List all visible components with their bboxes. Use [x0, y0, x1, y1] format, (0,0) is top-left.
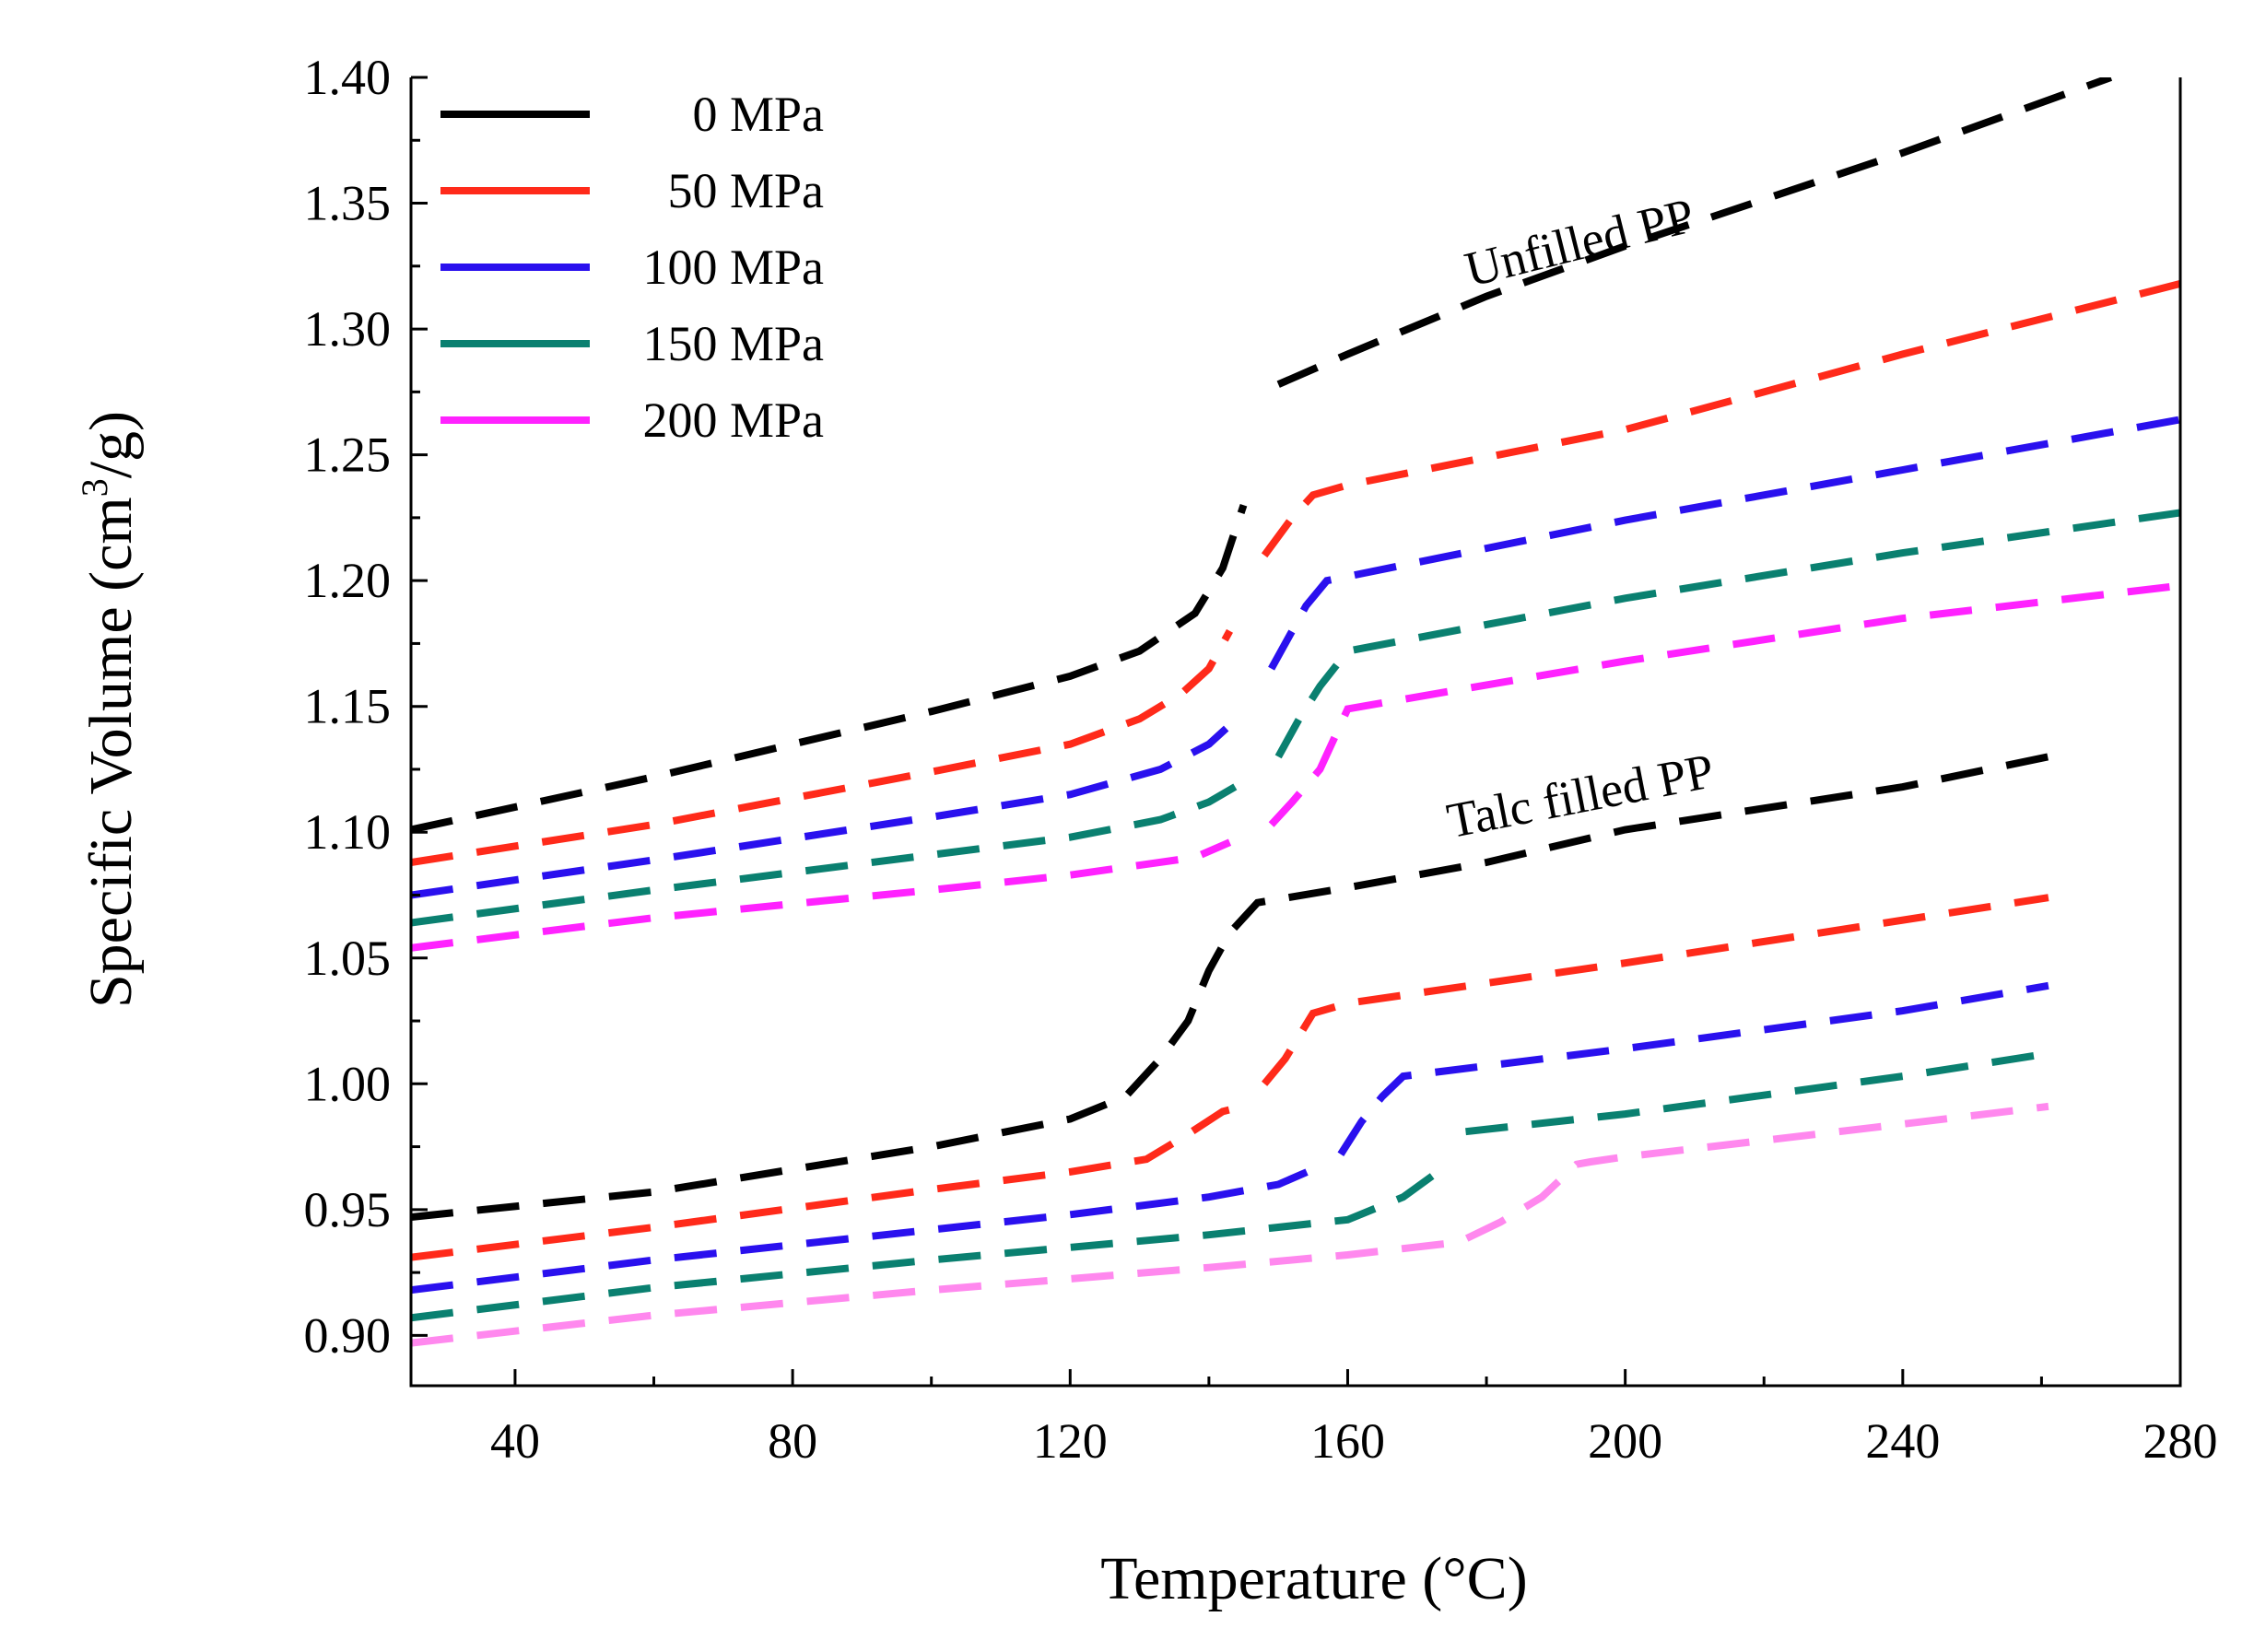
- x-tick-label: 120: [1033, 1413, 1108, 1469]
- annotation-layer: Unfilled PP Talc filled PP: [1442, 187, 1718, 849]
- x-tick-label: 200: [1588, 1413, 1662, 1469]
- y-axis-title-main: Specific Volume (cm: [77, 497, 145, 1008]
- series-line-unfilled-pp-200-mpa: [411, 581, 2180, 952]
- legend-label: 100 MPa: [642, 240, 824, 295]
- y-tick-label: 0.90: [304, 1307, 392, 1363]
- y-tick-label: 1.10: [304, 804, 392, 860]
- y-tick-label: 1.40: [304, 50, 392, 105]
- x-tick-label: 80: [768, 1413, 817, 1469]
- series-line-unfilled-pp-150-mpa: [411, 509, 2180, 927]
- series-layer: [411, 77, 2180, 1347]
- y-axis-title-superscript: 3: [74, 478, 115, 497]
- x-tick-label: 160: [1310, 1413, 1385, 1469]
- y-tick-label: 1.30: [304, 301, 392, 357]
- series-line-talc-filled-pp-0-mpa: [411, 753, 2049, 1221]
- y-axis-title: Specific Volume (cm3/g): [74, 411, 145, 1008]
- series-line-unfilled-pp-50-mpa: [411, 280, 2180, 866]
- y-tick-label: 1.00: [304, 1056, 392, 1111]
- annotation-label: Talc filled PP: [1442, 743, 1718, 849]
- x-tick-label: 280: [2143, 1413, 2218, 1469]
- legend-label: 0 MPa: [692, 87, 824, 142]
- legend-label: 200 MPa: [642, 392, 824, 448]
- legend-label: 150 MPa: [642, 316, 824, 371]
- x-tick-label: 40: [490, 1413, 540, 1469]
- series-line-talc-filled-pp-50-mpa: [411, 894, 2049, 1261]
- annotation-label: Unfilled PP: [1460, 187, 1700, 298]
- y-tick-label: 1.05: [304, 931, 392, 986]
- y-tick-label: 1.35: [304, 176, 392, 231]
- axes-layer: 40 80 120 160 200 240 280 0.90 0.95 1.00 1.05 1.10 1…: [304, 50, 2218, 1469]
- axis-frame: [409, 77, 2182, 1388]
- legend-label: 50 MPa: [667, 163, 824, 218]
- series-line-unfilled-pp-0-mpa: [411, 77, 2113, 834]
- x-tick-label: 240: [1865, 1413, 1940, 1469]
- y-tick-label: 1.25: [304, 428, 392, 483]
- y-tick-label: 1.15: [304, 679, 392, 734]
- y-axis-title-end: /g): [77, 411, 145, 478]
- series-line-unfilled-pp-100-mpa: [411, 416, 2180, 899]
- series-line-talc-filled-pp-200-mpa: [411, 1102, 2049, 1347]
- y-tick-label: 1.20: [304, 553, 392, 608]
- series-line-talc-filled-pp-100-mpa: [411, 981, 2049, 1295]
- legend: 0 MPa 50 MPa 100 MPa 150 MPa 200 MPa: [440, 87, 824, 448]
- x-axis-title: Temperature (°C): [1100, 1545, 1527, 1612]
- plot-area: 40 80 120 160 200 240 280 0.90 0.95 1.00 1.05 1.10 1…: [304, 50, 2218, 1469]
- series-line-talc-filled-pp-150-mpa: [411, 1049, 2049, 1322]
- y-tick-label: 0.95: [304, 1182, 392, 1237]
